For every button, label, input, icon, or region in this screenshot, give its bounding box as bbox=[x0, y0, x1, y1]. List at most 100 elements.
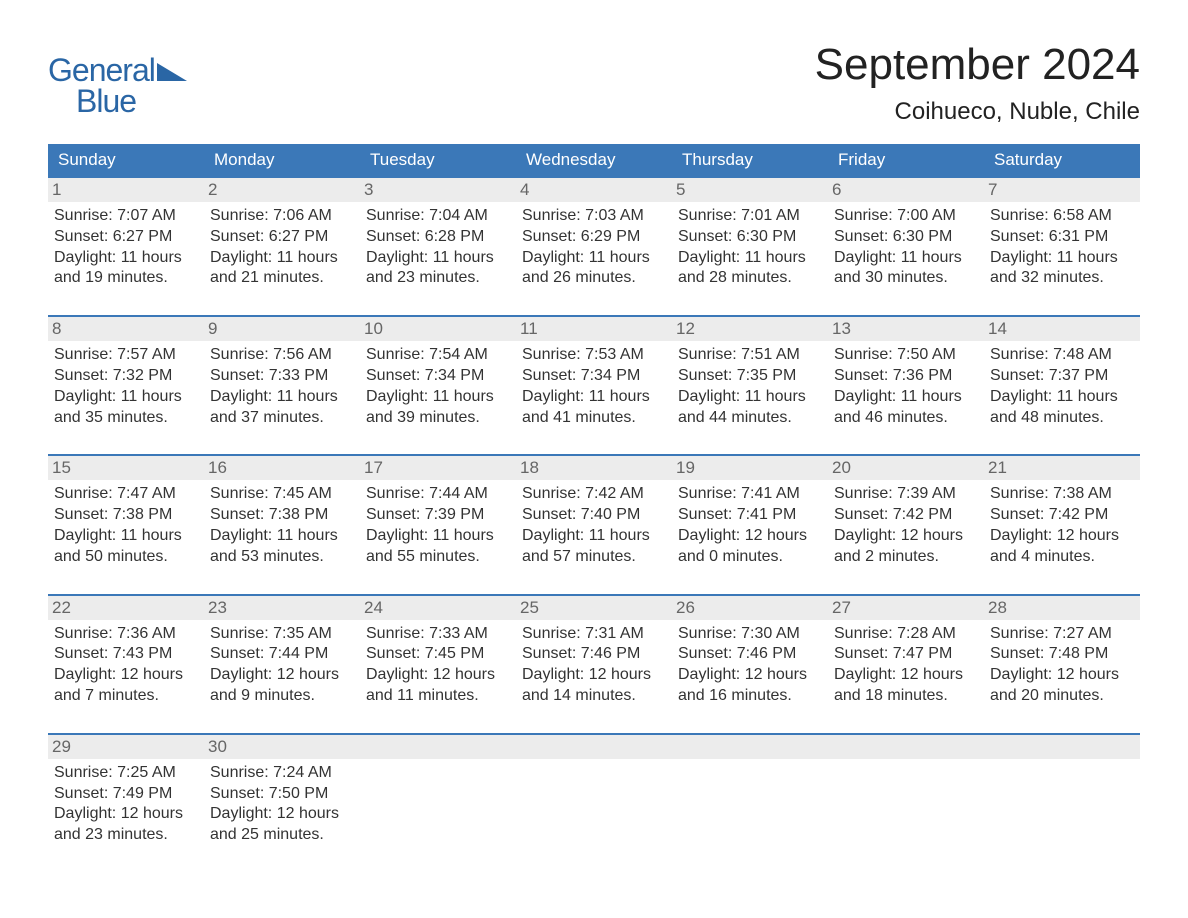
day-cell-empty bbox=[360, 733, 516, 872]
day-dl1: Daylight: 11 hours bbox=[366, 387, 508, 408]
day-dl2: and 11 minutes. bbox=[366, 686, 508, 707]
day-dl1: Daylight: 12 hours bbox=[522, 665, 664, 686]
day-sunrise: Sunrise: 7:25 AM bbox=[54, 763, 196, 784]
day-cell: 9Sunrise: 7:56 AMSunset: 7:33 PMDaylight… bbox=[204, 315, 360, 454]
day-number: 27 bbox=[828, 596, 984, 620]
day-sunrise: Sunrise: 7:39 AM bbox=[834, 484, 976, 505]
day-cell-empty bbox=[984, 733, 1140, 872]
day-sunset: Sunset: 7:38 PM bbox=[210, 505, 352, 526]
day-dl2: and 9 minutes. bbox=[210, 686, 352, 707]
day-dl2: and 0 minutes. bbox=[678, 547, 820, 568]
day-dl1: Daylight: 11 hours bbox=[990, 387, 1132, 408]
day-dl2: and 14 minutes. bbox=[522, 686, 664, 707]
day-sunset: Sunset: 7:45 PM bbox=[366, 644, 508, 665]
day-number-row bbox=[828, 735, 984, 759]
day-sunset: Sunset: 7:48 PM bbox=[990, 644, 1132, 665]
day-dl2: and 4 minutes. bbox=[990, 547, 1132, 568]
day-dl1: Daylight: 12 hours bbox=[678, 665, 820, 686]
day-sunset: Sunset: 7:35 PM bbox=[678, 366, 820, 387]
day-dl2: and 57 minutes. bbox=[522, 547, 664, 568]
day-sunrise: Sunrise: 7:31 AM bbox=[522, 624, 664, 645]
day-sunrise: Sunrise: 7:07 AM bbox=[54, 206, 196, 227]
day-number: 19 bbox=[672, 456, 828, 480]
day-number: 30 bbox=[204, 735, 360, 759]
day-sunrise: Sunrise: 7:06 AM bbox=[210, 206, 352, 227]
day-number: 7 bbox=[984, 178, 1140, 202]
day-dl1: Daylight: 11 hours bbox=[678, 387, 820, 408]
day-sunset: Sunset: 6:30 PM bbox=[834, 227, 976, 248]
day-number: 13 bbox=[828, 317, 984, 341]
day-dl1: Daylight: 11 hours bbox=[210, 248, 352, 269]
day-dl1: Daylight: 11 hours bbox=[54, 526, 196, 547]
dow-header: Wednesday bbox=[516, 144, 672, 176]
day-dl2: and 32 minutes. bbox=[990, 268, 1132, 289]
day-sunrise: Sunrise: 7:30 AM bbox=[678, 624, 820, 645]
day-cell-empty bbox=[516, 733, 672, 872]
day-sunset: Sunset: 6:31 PM bbox=[990, 227, 1132, 248]
day-dl1: Daylight: 11 hours bbox=[210, 526, 352, 547]
day-cell: 14Sunrise: 7:48 AMSunset: 7:37 PMDayligh… bbox=[984, 315, 1140, 454]
day-number: 26 bbox=[672, 596, 828, 620]
day-sunset: Sunset: 7:32 PM bbox=[54, 366, 196, 387]
day-sunrise: Sunrise: 7:36 AM bbox=[54, 624, 196, 645]
day-sunset: Sunset: 7:46 PM bbox=[678, 644, 820, 665]
day-number: 14 bbox=[984, 317, 1140, 341]
day-sunrise: Sunrise: 7:24 AM bbox=[210, 763, 352, 784]
day-number: 11 bbox=[516, 317, 672, 341]
day-cell: 7Sunrise: 6:58 AMSunset: 6:31 PMDaylight… bbox=[984, 176, 1140, 315]
day-sunrise: Sunrise: 7:35 AM bbox=[210, 624, 352, 645]
day-cell: 26 Sunrise: 7:30 AMSunset: 7:46 PMDayligh… bbox=[672, 594, 828, 733]
logo-triangle-icon bbox=[157, 59, 187, 86]
day-number-row bbox=[360, 735, 516, 759]
day-sunset: Sunset: 7:34 PM bbox=[522, 366, 664, 387]
day-sunrise: Sunrise: 7:38 AM bbox=[990, 484, 1132, 505]
day-number: 16 bbox=[204, 456, 360, 480]
day-cell: 12Sunrise: 7:51 AMSunset: 7:35 PMDayligh… bbox=[672, 315, 828, 454]
day-sunset: Sunset: 7:43 PM bbox=[54, 644, 196, 665]
day-dl2: and 41 minutes. bbox=[522, 408, 664, 429]
day-dl1: Daylight: 11 hours bbox=[54, 387, 196, 408]
day-cell: 18Sunrise: 7:42 AMSunset: 7:40 PMDayligh… bbox=[516, 454, 672, 593]
day-dl1: Daylight: 11 hours bbox=[54, 248, 196, 269]
day-dl1: Daylight: 12 hours bbox=[54, 665, 196, 686]
day-dl2: and 39 minutes. bbox=[366, 408, 508, 429]
day-cell: 20Sunrise: 7:39 AMSunset: 7:42 PMDayligh… bbox=[828, 454, 984, 593]
dow-header: Saturday bbox=[984, 144, 1140, 176]
day-sunset: Sunset: 7:40 PM bbox=[522, 505, 664, 526]
day-cell: 4Sunrise: 7:03 AMSunset: 6:29 PMDaylight… bbox=[516, 176, 672, 315]
logo: General Blue bbox=[48, 52, 187, 120]
day-sunset: Sunset: 7:41 PM bbox=[678, 505, 820, 526]
calendar-page: General Blue September 2024 Coihueco, Nu… bbox=[0, 0, 1188, 912]
day-dl2: and 21 minutes. bbox=[210, 268, 352, 289]
header: General Blue September 2024 Coihueco, Nu… bbox=[48, 40, 1140, 126]
day-number: 18 bbox=[516, 456, 672, 480]
day-dl1: Daylight: 11 hours bbox=[210, 387, 352, 408]
location-text: Coihueco, Nuble, Chile bbox=[815, 98, 1140, 126]
day-sunrise: Sunrise: 7:33 AM bbox=[366, 624, 508, 645]
day-dl1: Daylight: 12 hours bbox=[834, 526, 976, 547]
month-title: September 2024 bbox=[815, 40, 1140, 90]
day-dl2: and 23 minutes. bbox=[54, 825, 196, 846]
title-block: September 2024 Coihueco, Nuble, Chile bbox=[815, 40, 1140, 126]
day-cell: 13Sunrise: 7:50 AMSunset: 7:36 PMDayligh… bbox=[828, 315, 984, 454]
day-sunrise: Sunrise: 7:28 AM bbox=[834, 624, 976, 645]
day-dl2: and 20 minutes. bbox=[990, 686, 1132, 707]
day-cell: 8Sunrise: 7:57 AMSunset: 7:32 PMDaylight… bbox=[48, 315, 204, 454]
day-sunset: Sunset: 7:39 PM bbox=[366, 505, 508, 526]
day-dl2: and 53 minutes. bbox=[210, 547, 352, 568]
day-dl1: Daylight: 12 hours bbox=[366, 665, 508, 686]
calendar-grid: SundayMondayTuesdayWednesdayThursdayFrid… bbox=[48, 144, 1140, 872]
day-dl2: and 23 minutes. bbox=[366, 268, 508, 289]
day-dl1: Daylight: 12 hours bbox=[210, 804, 352, 825]
day-number-row bbox=[516, 735, 672, 759]
day-sunrise: Sunrise: 7:48 AM bbox=[990, 345, 1132, 366]
day-number: 3 bbox=[360, 178, 516, 202]
day-dl2: and 7 minutes. bbox=[54, 686, 196, 707]
day-dl1: Daylight: 11 hours bbox=[366, 248, 508, 269]
day-sunrise: Sunrise: 7:44 AM bbox=[366, 484, 508, 505]
day-dl1: Daylight: 12 hours bbox=[990, 526, 1132, 547]
day-sunrise: Sunrise: 7:56 AM bbox=[210, 345, 352, 366]
day-sunrise: Sunrise: 7:00 AM bbox=[834, 206, 976, 227]
day-cell: 15Sunrise: 7:47 AMSunset: 7:38 PMDayligh… bbox=[48, 454, 204, 593]
day-cell: 19Sunrise: 7:41 AMSunset: 7:41 PMDayligh… bbox=[672, 454, 828, 593]
